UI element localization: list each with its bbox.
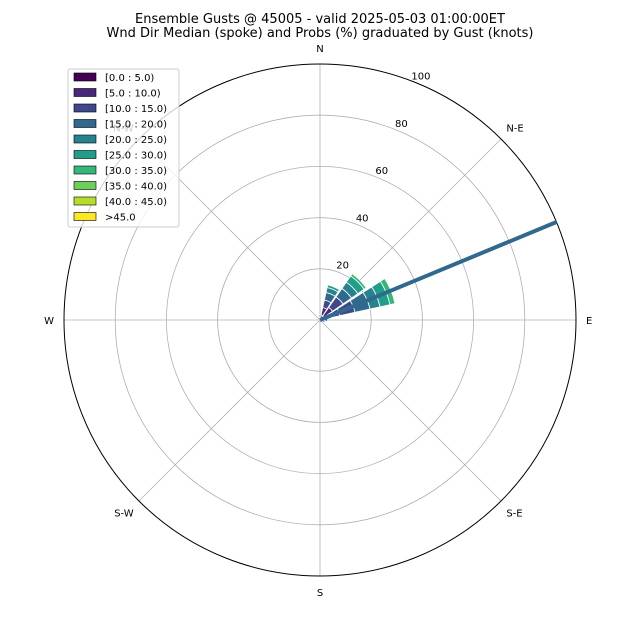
radial-tick-40: 40 <box>356 213 369 224</box>
legend-swatch-3 <box>73 119 97 128</box>
radial-tick-20: 20 <box>336 261 349 272</box>
legend-label-0: [0.0 : 5.0) <box>105 73 154 84</box>
legend-label-1: [5.0 : 10.0) <box>105 89 161 100</box>
radial-tick-60: 60 <box>375 166 388 177</box>
direction-label-e: E <box>586 316 592 327</box>
outer-ring <box>63 63 577 577</box>
legend-label-5: [25.0 : 30.0) <box>105 151 167 162</box>
legend-swatch-2 <box>73 103 97 113</box>
direction-label-w: W <box>44 316 54 327</box>
chart-title: Ensemble Gusts @ 45005 - valid 2025-05-0… <box>135 12 505 27</box>
median-spoke <box>319 220 558 322</box>
legend-swatch-4 <box>73 134 97 144</box>
polar-grid <box>63 63 577 577</box>
legend: [0.0 : 5.0) [5.0 : 10.0) [10.0 : 15.0) [15.… <box>67 68 180 228</box>
legend-label-8: [40.0 : 45.0) <box>105 197 167 208</box>
legend-swatch-9 <box>73 212 97 221</box>
legend-swatch-7 <box>73 181 97 190</box>
legend-swatch-8 <box>73 196 97 206</box>
legend-label-6: [30.0 : 35.0) <box>105 166 167 177</box>
direction-label-n-e: N-E <box>506 124 523 135</box>
legend-label-2: [10.0 : 15.0) <box>105 104 167 115</box>
direction-label-s-w: S-W <box>114 508 134 519</box>
direction-label-s-e: S-E <box>506 508 522 519</box>
chart-subtitle: Wnd Dir Median (spoke) and Probs (%) gra… <box>107 26 534 41</box>
legend-label-9: >45.0 <box>105 213 136 224</box>
legend-label-3: [15.0 : 20.0) <box>105 120 167 131</box>
direction-label-n: N <box>316 44 323 55</box>
grid-spoke-s-e <box>319 319 502 502</box>
sector-0-bin-5 <box>326 284 340 293</box>
radial-tick-100: 100 <box>411 71 430 82</box>
grid-spoke-s-w <box>138 319 321 502</box>
radial-tick-80: 80 <box>395 119 408 130</box>
median-direction-spoke <box>319 220 558 322</box>
legend-swatch-5 <box>73 150 97 159</box>
sector-5-bin-1 <box>318 314 322 318</box>
legend-swatch-0 <box>73 72 97 82</box>
direction-label-s: S <box>317 588 323 599</box>
legend-swatch-1 <box>73 88 97 97</box>
legend-label-4: [20.0 : 25.0) <box>105 135 167 146</box>
sector-1-bin-6 <box>350 273 367 290</box>
legend-label-7: [35.0 : 40.0) <box>105 182 167 193</box>
legend-swatch-6 <box>73 165 97 175</box>
